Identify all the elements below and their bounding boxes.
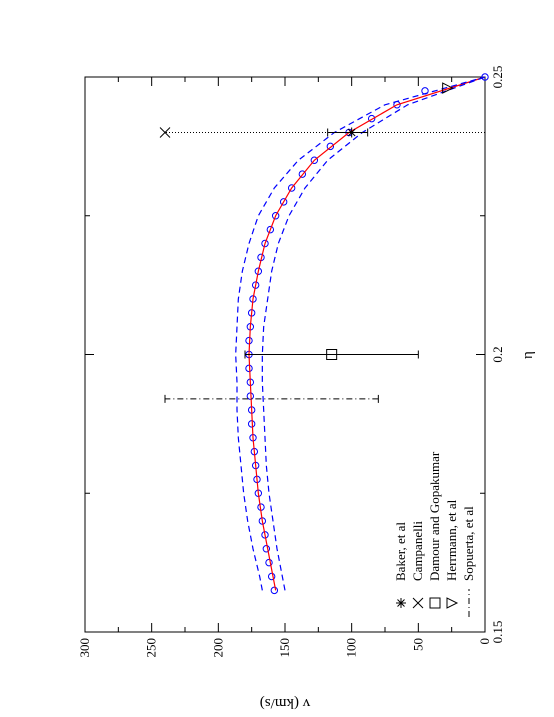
y-tick-label: 100 <box>344 638 359 658</box>
marker-stroke <box>446 597 459 609</box>
legend-label: Sopuerta, et al <box>461 506 476 581</box>
data-point <box>261 239 269 248</box>
data-point <box>287 184 296 192</box>
data-point <box>367 114 376 123</box>
data-point <box>326 142 335 151</box>
square-marker <box>326 349 338 360</box>
asterisk-marker <box>396 598 406 608</box>
legend-label: Campanelli <box>410 521 425 581</box>
curves <box>164 73 489 595</box>
asterisk-marker <box>346 127 357 138</box>
data-point <box>310 156 319 164</box>
marker-stroke <box>412 597 424 609</box>
triangle-down-marker <box>442 82 454 94</box>
data-point <box>270 586 279 595</box>
y-tick-label: 250 <box>144 638 159 658</box>
data-point <box>262 545 271 553</box>
fit-line <box>248 76 486 591</box>
data-point <box>481 73 489 81</box>
marker-stroke <box>442 82 454 94</box>
cross-marker <box>412 597 424 609</box>
cross-marker <box>159 127 171 138</box>
axis-ticks: 0.15 0.2 0.25 0 50 100 150 200 250 300 <box>77 66 505 658</box>
y-tick-label: 50 <box>410 638 425 651</box>
data-point <box>261 531 269 539</box>
data-point <box>279 198 288 206</box>
marker-stroke <box>326 349 338 360</box>
legend-label: Baker, et al <box>393 522 408 581</box>
x-tick-label: 0.25 <box>490 66 505 89</box>
legend-label: Herrmann, et al <box>444 499 459 581</box>
y-tick-label: 150 <box>277 638 292 658</box>
markers <box>159 82 454 360</box>
y-tick-label: 200 <box>210 638 225 658</box>
y-tick-label: 0 <box>477 638 492 645</box>
marker-stroke <box>159 127 171 138</box>
data-point <box>254 267 263 275</box>
x-axis-label: η <box>520 351 536 359</box>
data-point <box>251 281 260 289</box>
data-point <box>265 558 273 567</box>
marker-stroke <box>397 599 405 607</box>
triangle-down-marker <box>446 597 459 609</box>
legend: Baker, et al Campanelli Damour and Gopakum… <box>393 451 476 617</box>
y-axis-label: v (km/s) <box>260 695 310 711</box>
marker-stroke <box>347 128 356 137</box>
legend-label: Damour and Gopakumar <box>427 451 442 581</box>
square-marker <box>429 597 441 609</box>
data-point <box>267 572 276 581</box>
marker-stroke <box>429 597 441 609</box>
x-tick-label: 0.2 <box>490 346 505 362</box>
data-point <box>298 170 307 178</box>
data-point <box>271 212 280 220</box>
uncertainty-band <box>261 76 486 591</box>
uncertainty-band <box>235 76 486 591</box>
y-tick-label: 300 <box>77 638 92 658</box>
data-point <box>266 225 275 234</box>
x-tick-label: 0.15 <box>490 621 505 644</box>
